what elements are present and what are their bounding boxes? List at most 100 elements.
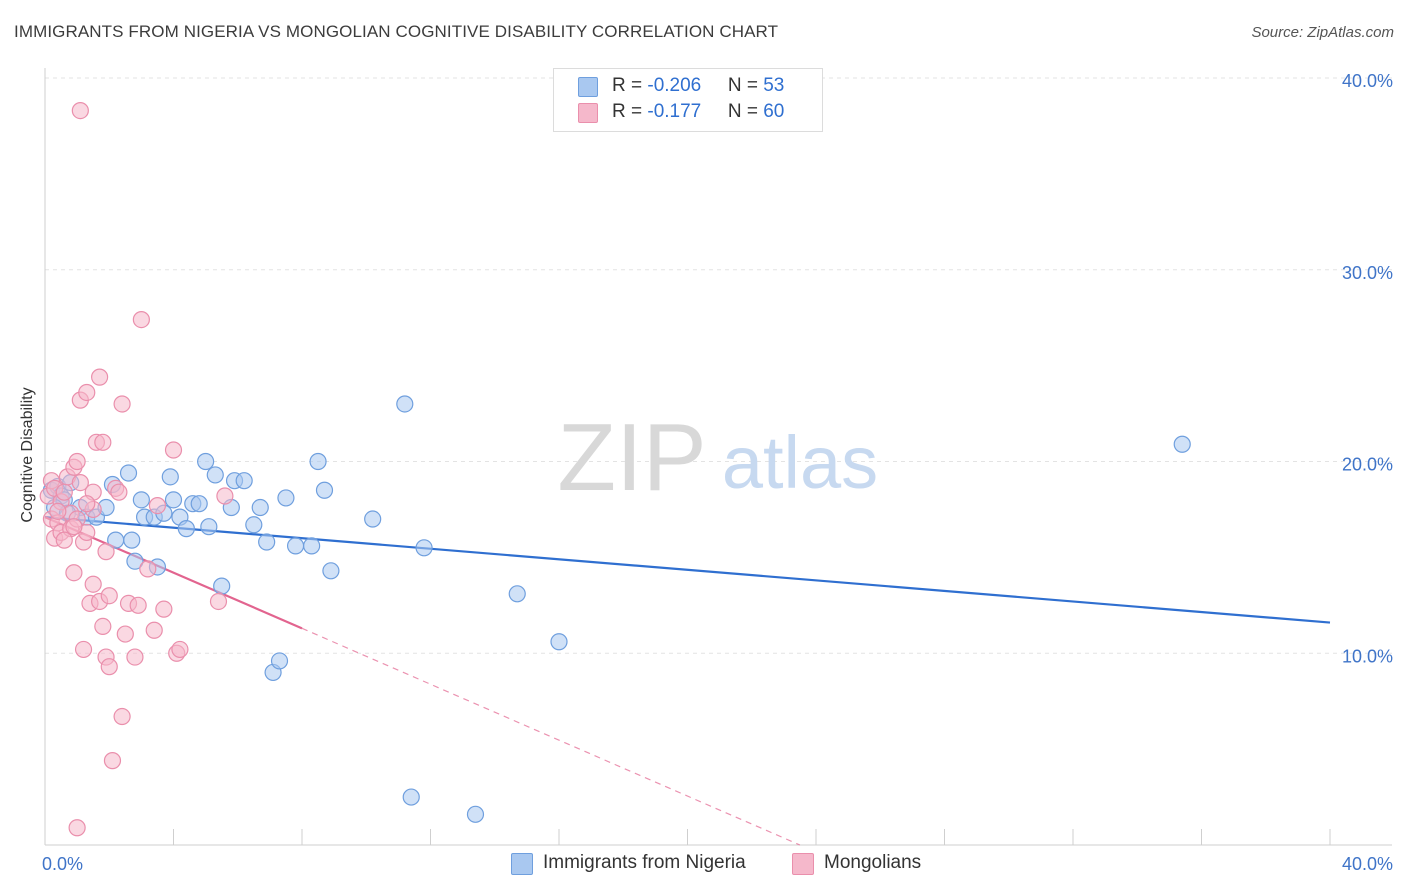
nigeria-point (119, 464, 138, 482)
tick-label-layer: 10.0% 20.0% 30.0% 40.0% 0.0% 40.0% (42, 71, 1393, 874)
legend-r-value: -0.177 (647, 101, 702, 122)
y-tick-label: 20.0% (1342, 455, 1393, 475)
chart-title: IMMIGRANTS FROM NIGERIA VS MONGOLIAN COG… (14, 22, 779, 41)
mongolian-point (110, 483, 128, 501)
nigeria-point (322, 562, 340, 580)
legend-n-label: N = (727, 75, 764, 96)
nigeria-point (200, 518, 218, 536)
nigeria-point (258, 533, 276, 551)
legend-swatch-mongolians (578, 103, 598, 123)
mongolian-point (74, 640, 93, 659)
nigeria-point (466, 805, 485, 823)
points-layer (39, 101, 1191, 837)
legend-swatch-nigeria (578, 77, 598, 97)
mongolian-point (71, 101, 89, 120)
watermark-atlas: atlas (722, 421, 878, 504)
mongolian-point (171, 640, 189, 659)
nigeria-point (126, 552, 144, 570)
mongolian-point (216, 487, 234, 505)
nigeria-point (161, 468, 179, 486)
nigeria-point (396, 395, 414, 413)
mongolian-point (78, 383, 96, 402)
nigeria-point (164, 491, 183, 509)
mongolian-point (97, 543, 115, 561)
legend-r-label: R = (612, 101, 648, 122)
mongolian-point (145, 621, 163, 639)
mongolian-point (103, 752, 122, 770)
nigeria-point (206, 466, 224, 484)
legend-label-mongolians: Mongolians (824, 852, 922, 873)
mongolian-point (84, 575, 102, 593)
nigeria-point (190, 495, 208, 513)
source-credit: Source: ZipAtlas.com (1251, 24, 1394, 41)
mongolian-point (68, 452, 86, 471)
watermark-zip: ZIP (557, 404, 706, 511)
legend-swatch-nigeria (511, 853, 533, 875)
legend-label-nigeria: Immigrants from Nigeria (543, 852, 746, 873)
mongolian-point (55, 483, 73, 501)
watermark: ZIP atlas (557, 404, 878, 511)
mongolian-point (91, 368, 109, 386)
nigeria-point (402, 788, 420, 806)
legend-r-label: R = (612, 75, 648, 96)
nigeria-point (303, 537, 321, 555)
mongolian-point (129, 596, 147, 614)
mongolian-point (155, 600, 173, 618)
legend-n-label: N = (727, 101, 764, 122)
nigeria-point (213, 577, 231, 595)
mongolian-point (139, 560, 157, 578)
nigeria-point (315, 481, 334, 499)
axis-layer (44, 68, 1392, 846)
nigeria-point (245, 516, 263, 534)
correlation-legend: R = -0.206 N = 53 R = -0.177 N = 60 (553, 68, 823, 132)
mongolian-point (148, 497, 167, 515)
mongolian-point (94, 617, 112, 636)
nigeria-point (197, 452, 215, 471)
mongolian-point (68, 819, 86, 837)
mongolian-point (116, 625, 134, 643)
mongolian-point (164, 441, 183, 459)
mongolian-point (209, 592, 228, 611)
mongolian-point (126, 648, 144, 666)
legend-r-value: -0.206 (647, 75, 702, 96)
nigeria-point (309, 452, 327, 471)
x-tick-label: 0.0% (42, 854, 83, 874)
nigeria-point (508, 585, 526, 603)
mongolian-point (94, 433, 112, 451)
nigeria-point (286, 537, 305, 555)
nigeria-point (270, 652, 289, 670)
nigeria-point (364, 510, 382, 528)
mongolian-point (113, 395, 131, 413)
nigeria-point (177, 520, 195, 538)
mongolian-point (49, 502, 67, 520)
nigeria-point (123, 531, 141, 549)
y-tick-label: 10.0% (1342, 646, 1393, 666)
legend-n-value: 60 (763, 101, 785, 122)
grid-layer (45, 77, 1392, 654)
nigeria-point (132, 491, 150, 509)
y-tick-label: 40.0% (1342, 71, 1393, 91)
mongolian-point (132, 311, 150, 329)
mongolian-point (78, 495, 96, 513)
nigeria-point (550, 633, 568, 651)
mongolian-point (100, 658, 118, 676)
legend-swatch-mongolians (792, 853, 814, 875)
mongolian-point (65, 564, 83, 582)
mongolian-point (71, 473, 89, 492)
nigeria-point (415, 539, 433, 557)
y-tick-label: 30.0% (1342, 263, 1393, 283)
mongolian-point (55, 531, 73, 549)
nigeria-point (1173, 435, 1191, 453)
mongolian-point (113, 707, 131, 726)
x-tick-label: 40.0% (1342, 854, 1393, 874)
mongolian-trend-extension (301, 627, 801, 846)
nigeria-point (251, 498, 269, 517)
trend-layer (44, 516, 1331, 846)
nigeria-point (235, 472, 253, 490)
mongolian-point (65, 518, 83, 536)
mongolian-point (100, 587, 118, 605)
series-legend: Immigrants from Nigeria Mongolians (0, 852, 1406, 878)
nigeria-point (277, 489, 295, 507)
legend-n-value: 53 (763, 75, 785, 96)
